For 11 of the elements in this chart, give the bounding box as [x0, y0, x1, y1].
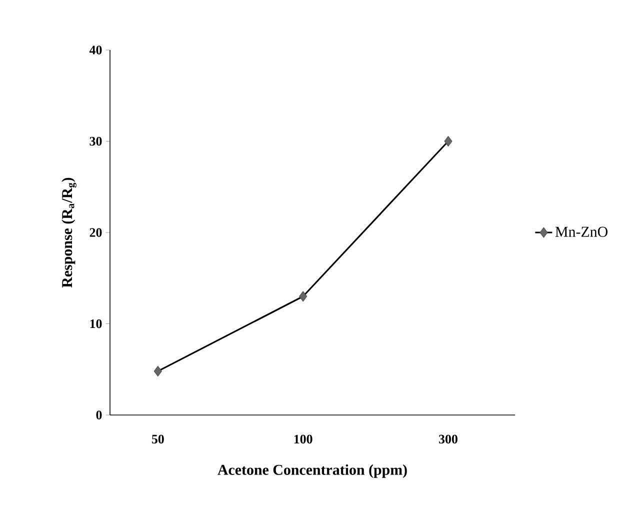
y-tick-label: 0	[96, 410, 102, 420]
y-tick-label: 10	[90, 319, 102, 328]
x-tick-label: 300	[439, 434, 458, 444]
x-tick-label: 100	[294, 434, 312, 444]
legend-label: Mn-ZnO	[555, 226, 608, 237]
y-axis-title: Response (R$_{a}$/R$_{g}$)	[62, 178, 76, 288]
x-tick-label: 50	[152, 434, 164, 444]
y-tick-label: 30	[90, 136, 102, 146]
y-tick-label: 40	[89, 46, 102, 54]
x-axis-title: Acetone Concentration (ppm)	[218, 464, 407, 478]
y-tick-label: 20	[90, 228, 102, 237]
